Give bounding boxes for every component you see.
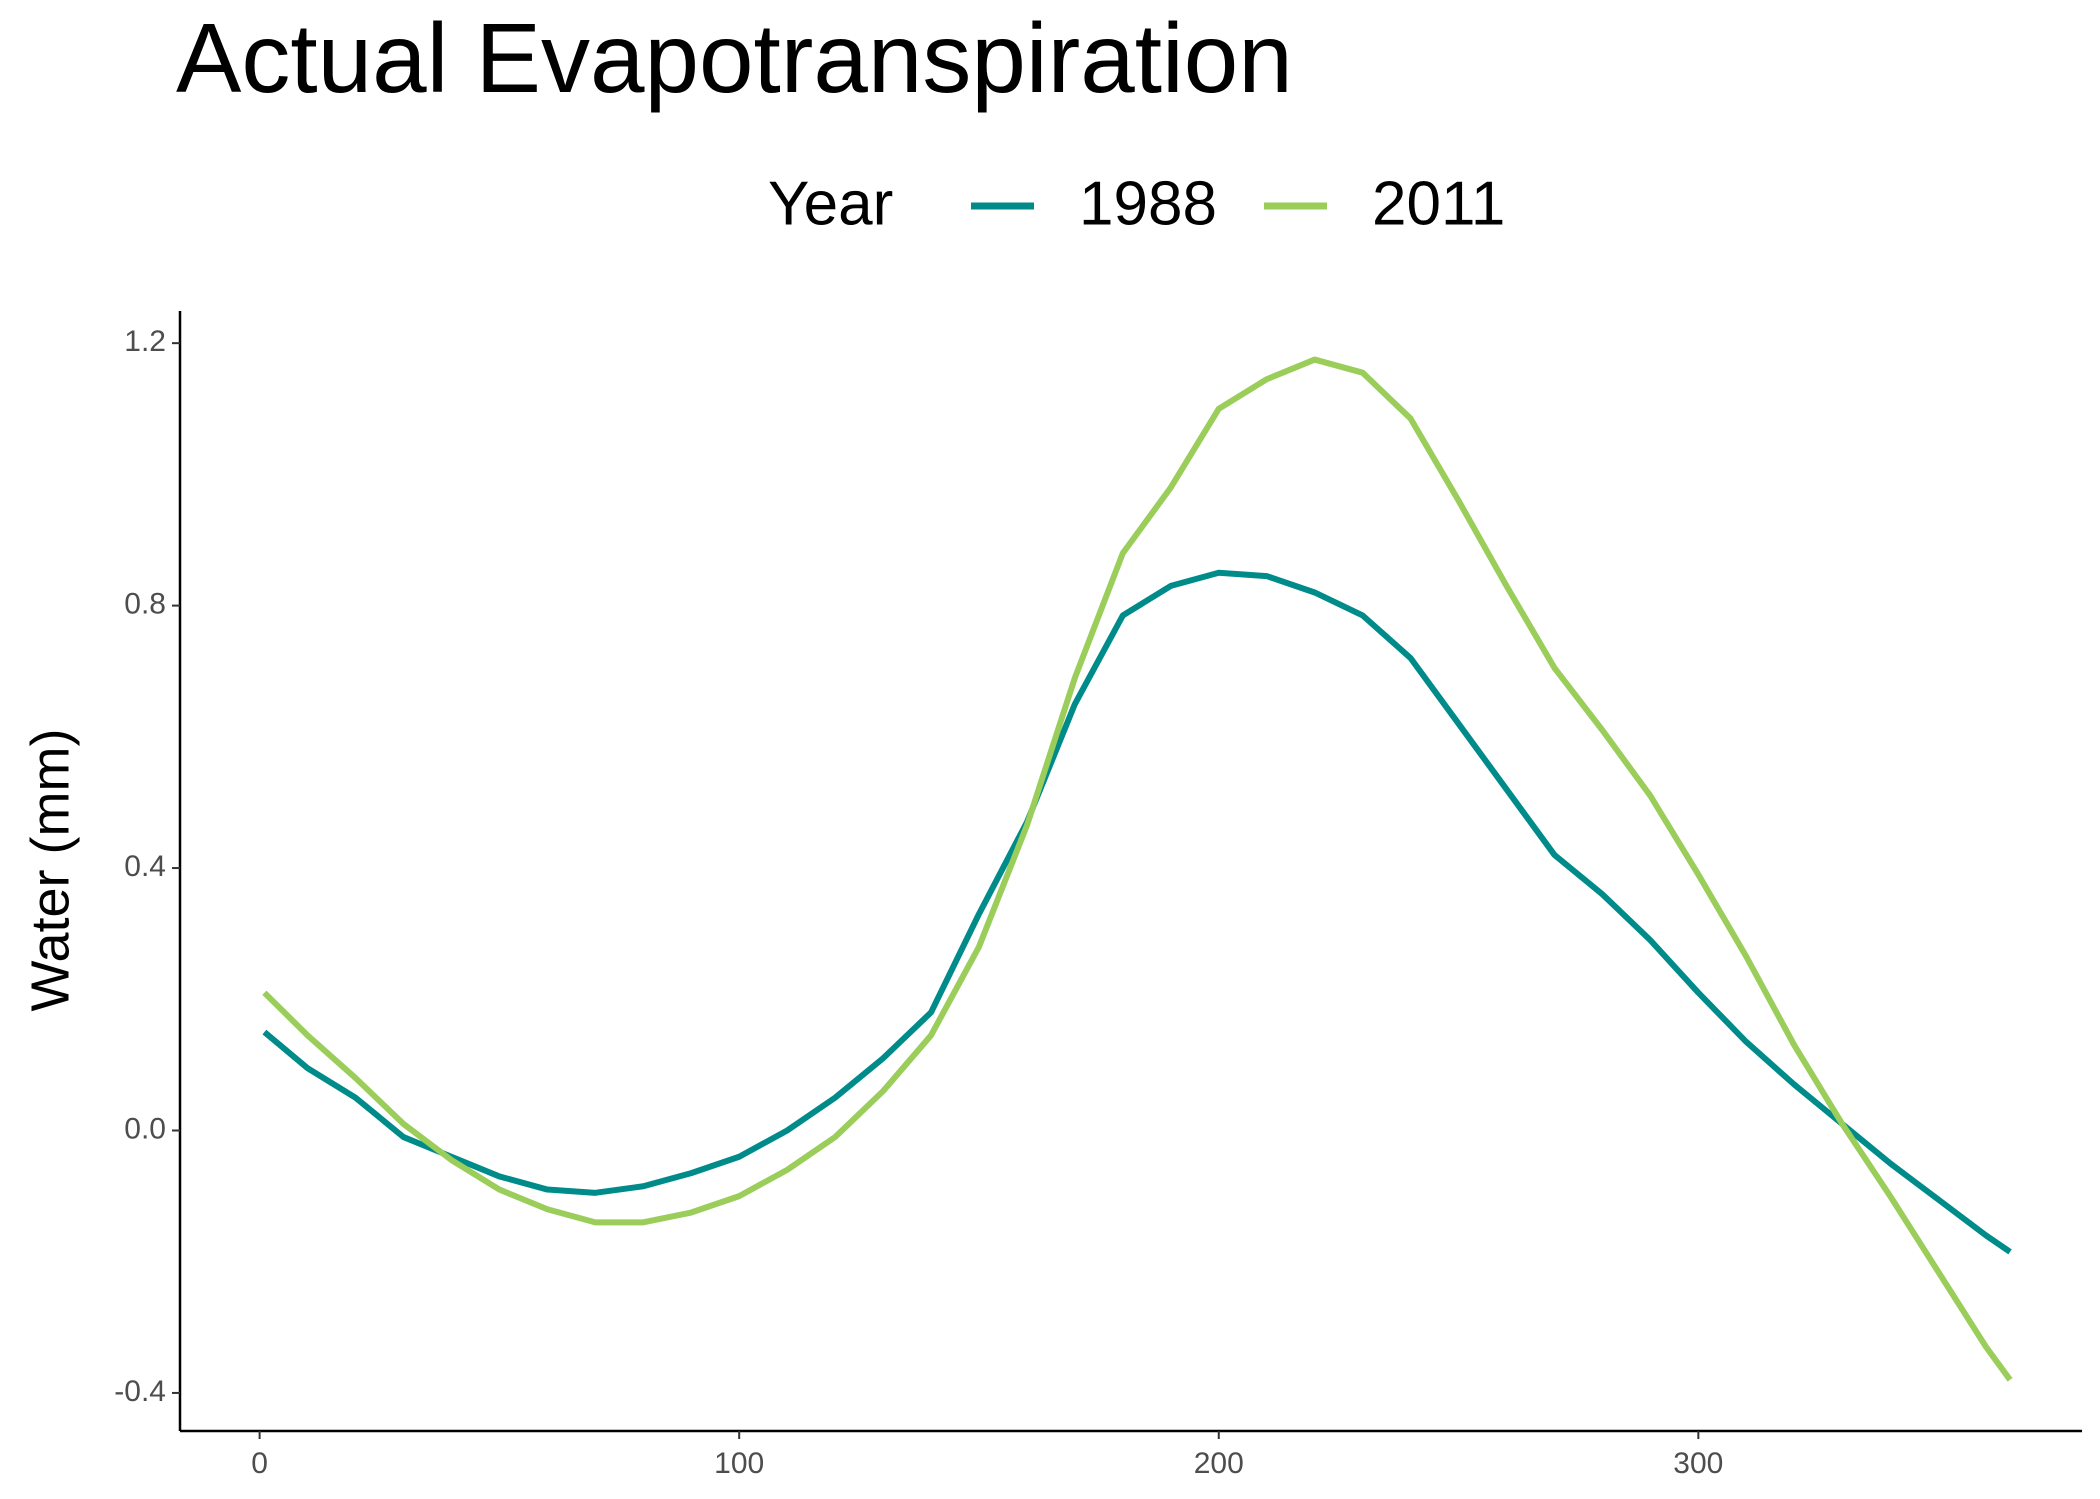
x-tick-label: 300 xyxy=(1673,1447,1723,1480)
x-tick-label: 100 xyxy=(714,1447,764,1480)
series-line xyxy=(262,569,2012,1255)
y-tick-label: 0.0 xyxy=(124,1112,166,1145)
y-axis-label: Water (mm) xyxy=(20,729,80,1012)
x-tick-label: 200 xyxy=(1194,1447,1244,1480)
legend-title: Year xyxy=(768,169,893,238)
y-tick-label: 0.4 xyxy=(124,850,166,883)
series-line xyxy=(262,356,2013,1382)
legend-label: 1988 xyxy=(1079,169,1217,238)
x-tick-label: 0 xyxy=(251,1447,268,1480)
chart-title: Actual Evapotranspiration xyxy=(176,3,1293,113)
legend-label: 2011 xyxy=(1372,169,1505,238)
y-tick-label: -0.4 xyxy=(114,1375,166,1408)
y-tick-label: 1.2 xyxy=(124,325,166,358)
y-tick-label: 0.8 xyxy=(124,588,166,621)
